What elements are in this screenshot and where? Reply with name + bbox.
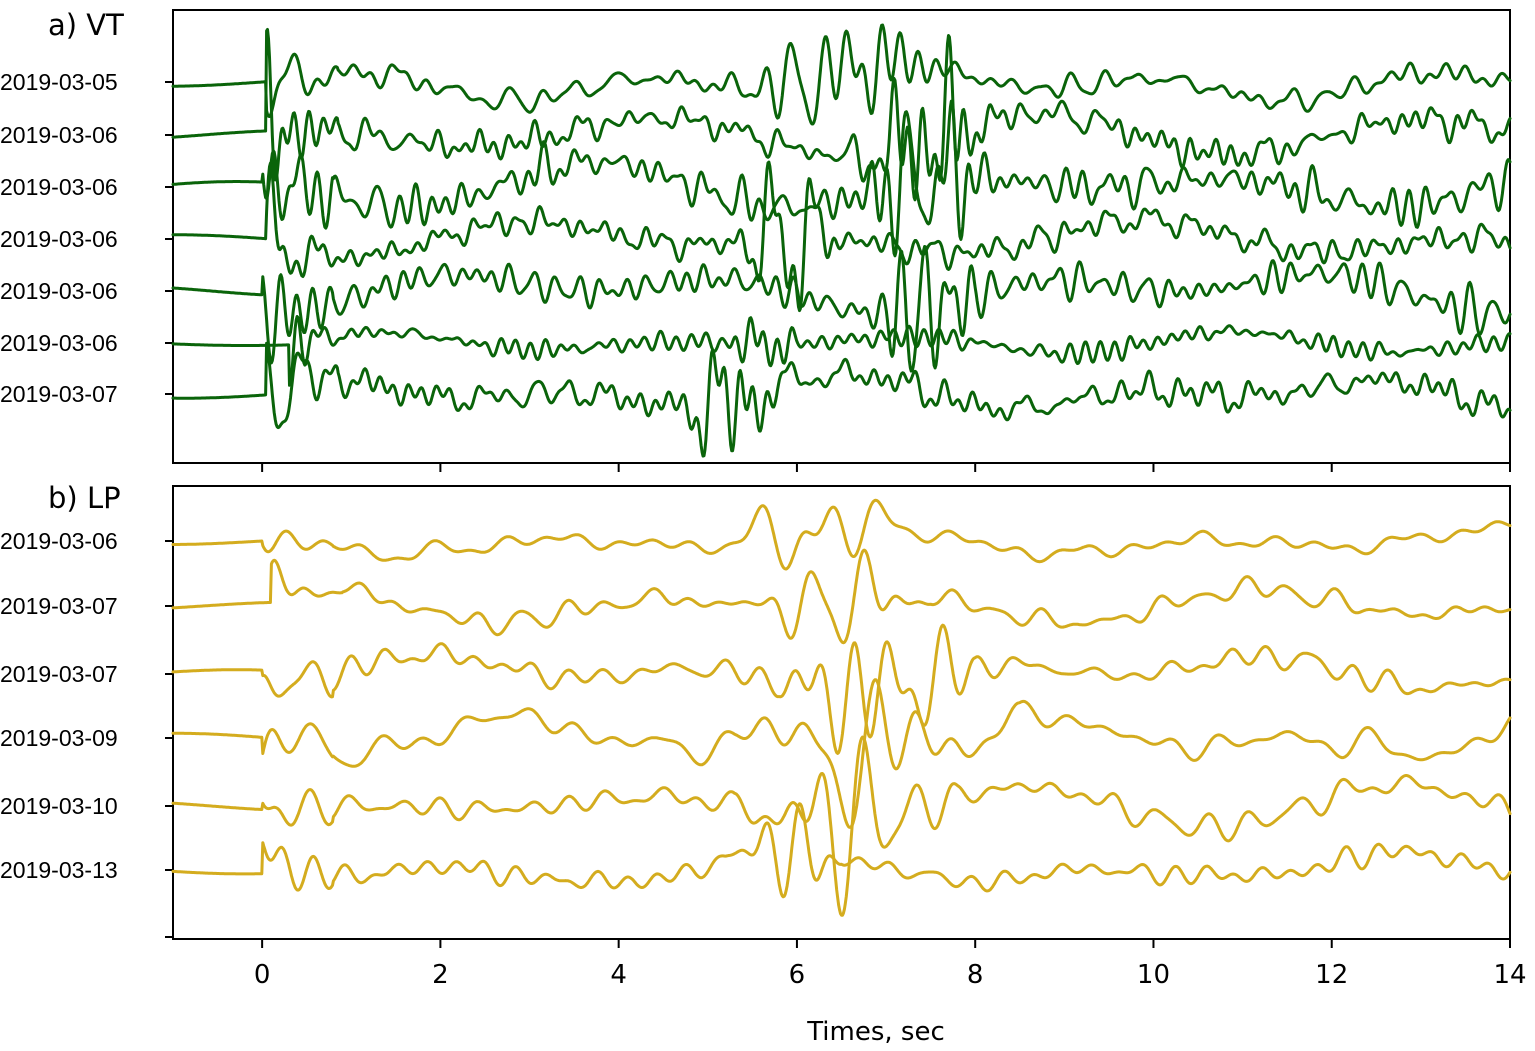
trace-label: 2019-03-06 — [0, 226, 118, 252]
trace-label: 2019-03-06 — [0, 174, 118, 200]
trace-label: 2019-03-07 — [0, 593, 118, 619]
trace-label: 2019-03-06 — [0, 330, 118, 356]
panel-vt-frame — [172, 9, 1511, 464]
panel-lp-traces — [171, 498, 1512, 917]
waveform-trace — [171, 341, 1512, 458]
x-tick-label: 4 — [610, 960, 627, 990]
waveform-trace — [171, 548, 1512, 645]
x-tick-label: 14 — [1493, 960, 1526, 990]
waveform-trace — [171, 28, 1512, 202]
panel-vt: a) VT 2019-03-052019-03-062019-03-062019… — [0, 8, 1512, 472]
trace-label: 2019-03-07 — [0, 661, 118, 687]
panel-vt-title: a) VT — [48, 8, 124, 42]
panel-vt-traces — [171, 23, 1512, 458]
panel-lp-title: b) LP — [48, 481, 121, 515]
trace-label: 2019-03-10 — [0, 793, 118, 819]
panel-lp: b) LP 2019-03-062019-03-072019-03-072019… — [0, 481, 1527, 990]
waveform-trace — [171, 99, 1512, 258]
panel-vt-yticks: 2019-03-05 2019-03-06 2019-03-06 2019-03-06… — [0, 69, 173, 407]
panel-lp-frame — [172, 485, 1511, 940]
waveform-trace — [171, 245, 1512, 373]
panel-lp-xticks: 0 2 4 6 8 10 12 14 — [254, 939, 1527, 990]
trace-label: 2019-03-06 — [0, 122, 118, 148]
trace-label: 2019-03-06 — [0, 278, 118, 304]
waveform-trace — [171, 160, 1512, 313]
waveform-trace — [171, 623, 1512, 755]
waveform-trace — [171, 802, 1512, 899]
trace-label: 2019-03-13 — [0, 857, 118, 883]
x-tick-label: 12 — [1315, 960, 1348, 990]
x-tick-label: 0 — [254, 960, 271, 990]
waveform-trace — [171, 315, 1512, 387]
trace-label: 2019-03-07 — [0, 381, 118, 407]
x-tick-label: 6 — [789, 960, 806, 990]
panel-lp-yticks: 2019-03-06 2019-03-07 2019-03-07 2019-03-09… — [0, 528, 173, 938]
waveform-trace — [171, 735, 1512, 917]
waveform-trace — [171, 678, 1512, 829]
trace-label: 2019-03-09 — [0, 725, 118, 751]
waveform-trace — [171, 498, 1512, 571]
waveform-trace — [171, 23, 1512, 126]
x-tick-label: 10 — [1137, 960, 1170, 990]
x-axis-label: Times, sec — [806, 1017, 945, 1047]
trace-label: 2019-03-05 — [0, 69, 118, 95]
trace-label: 2019-03-06 — [0, 528, 118, 554]
x-tick-label: 8 — [967, 960, 984, 990]
x-tick-label: 2 — [432, 960, 449, 990]
panel-vt-xticks — [261, 463, 1511, 472]
